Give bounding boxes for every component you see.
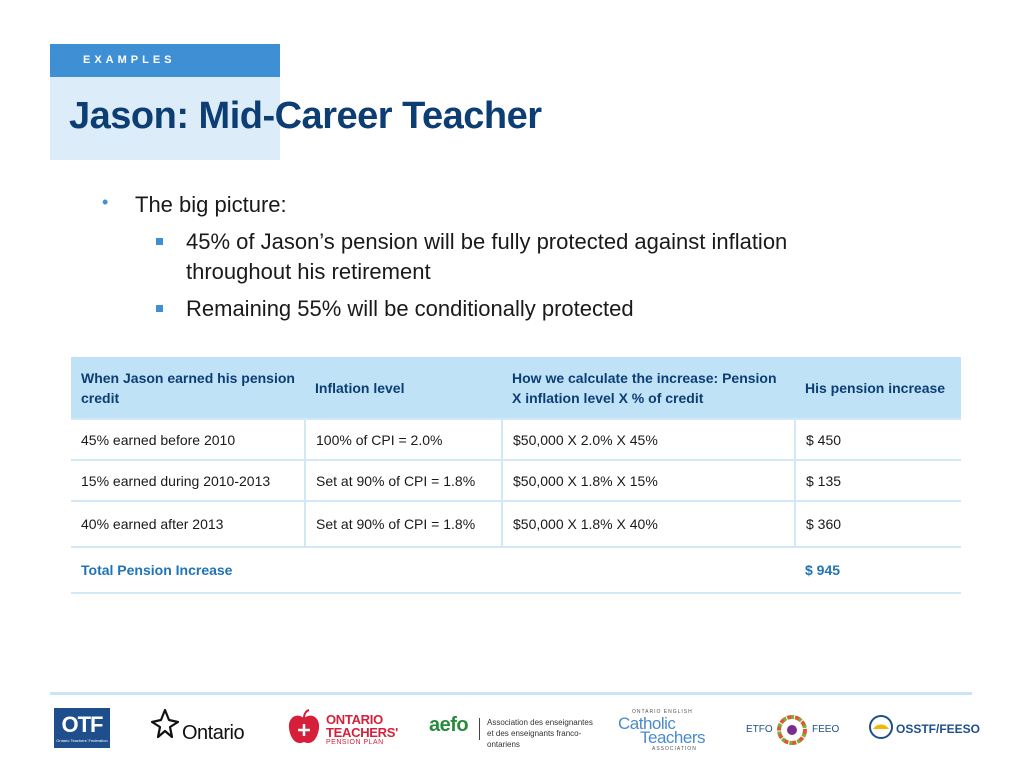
column-header: His pension increase bbox=[795, 357, 961, 420]
table-cell: $ 360 bbox=[795, 501, 961, 548]
bullet-dot-icon: • bbox=[102, 192, 109, 212]
etfo-logo-left: ETFO bbox=[746, 724, 773, 735]
column-header: Inflation level bbox=[305, 357, 502, 420]
total-label: Total Pension Increase bbox=[71, 547, 795, 594]
section-tag-bar: EXAMPLES bbox=[50, 44, 280, 77]
table-cell: $50,000 X 1.8% X 40% bbox=[502, 501, 796, 548]
pension-increase-table: When Jason earned his pension credit Inf… bbox=[71, 357, 961, 594]
bullet-main-text: The big picture: bbox=[135, 192, 287, 217]
title-accent-block bbox=[50, 77, 280, 160]
otf-logo-subtext: Ontario Teachers' Federation bbox=[56, 738, 108, 743]
otf-logo: OTF Ontario Teachers' Federation bbox=[54, 708, 110, 748]
otpp-logo-line1: ONTARIO bbox=[326, 712, 383, 727]
table-cell: $50,000 X 2.0% X 45% bbox=[502, 419, 796, 461]
table-header-row: When Jason earned his pension credit Inf… bbox=[71, 357, 961, 420]
table-row: 15% earned during 2010-2013 Set at 90% o… bbox=[71, 460, 961, 502]
oecta-logo-bottom: ASSOCIATION bbox=[652, 746, 697, 752]
otf-logo-text: OTF bbox=[61, 712, 104, 737]
osstf-logo-text: OSSTF/FEESO bbox=[896, 722, 981, 736]
table-row: 40% earned after 2013 Set at 90% of CPI … bbox=[71, 501, 961, 548]
total-value: $ 945 bbox=[795, 547, 961, 594]
oecta-logo-line2: Teachers bbox=[640, 728, 705, 747]
table-cell: $ 450 bbox=[795, 419, 961, 461]
aefo-logo-text: aefo bbox=[429, 714, 469, 736]
footer-divider bbox=[50, 692, 972, 695]
table-cell: Set at 90% of CPI = 1.8% bbox=[305, 501, 503, 548]
page-title: Jason: Mid-Career Teacher bbox=[69, 95, 542, 137]
table-cell: 40% earned after 2013 bbox=[71, 501, 306, 548]
etfo-ring-icon bbox=[777, 715, 807, 745]
table-cell: $ 135 bbox=[795, 460, 961, 502]
square-bullet-icon bbox=[156, 238, 163, 245]
table-cell: 45% earned before 2010 bbox=[71, 419, 306, 461]
aefo-logo-description: Association des enseignantes et des ense… bbox=[487, 718, 593, 749]
osstf-emblem-icon bbox=[869, 715, 893, 739]
table-row: 45% earned before 2010 100% of CPI = 2.0… bbox=[71, 419, 961, 461]
aefo-divider bbox=[479, 718, 480, 740]
square-bullet-icon bbox=[156, 305, 163, 312]
oecta-logo-top: ONTARIO ENGLISH bbox=[632, 709, 693, 715]
partner-logos: OTF Ontario Teachers' Federation Ontario… bbox=[0, 700, 1024, 760]
trillium-icon bbox=[150, 708, 180, 739]
table-cell: $50,000 X 1.8% X 15% bbox=[502, 460, 796, 502]
ontario-logo-text: Ontario bbox=[182, 722, 245, 744]
column-header: How we calculate the increase: Pension X… bbox=[502, 357, 795, 420]
etfo-logo-right: FEEO bbox=[812, 724, 840, 735]
table-cell: Set at 90% of CPI = 1.8% bbox=[305, 460, 503, 502]
table-cell: 15% earned during 2010-2013 bbox=[71, 460, 306, 502]
otpp-logo-line2: TEACHERS' bbox=[326, 725, 398, 740]
apple-icon bbox=[288, 709, 320, 744]
column-header: When Jason earned his pension credit bbox=[71, 357, 305, 420]
table-cell: 100% of CPI = 2.0% bbox=[305, 419, 503, 461]
otpp-logo-line3: PENSION PLAN bbox=[326, 739, 384, 746]
oecta-logo-line1: Catholic bbox=[618, 714, 676, 733]
sub-bullet-text: 45% of Jason’s pension will be fully pro… bbox=[186, 229, 788, 284]
sub-bullet-text: Remaining 55% will be conditionally prot… bbox=[186, 296, 634, 321]
total-row: Total Pension Increase $ 945 bbox=[71, 547, 961, 594]
section-tag: EXAMPLES bbox=[83, 54, 176, 66]
